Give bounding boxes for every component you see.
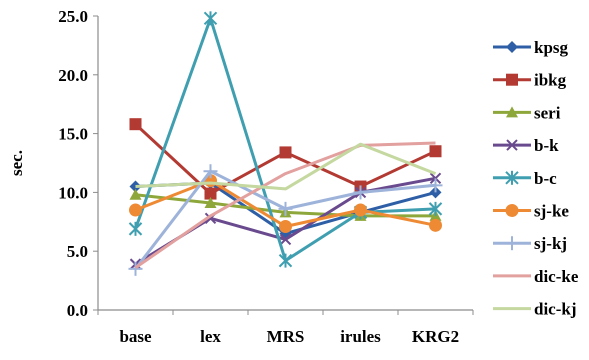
legend-label: sj-kj (534, 234, 567, 253)
data-point-diamond (506, 41, 518, 53)
y-tick-label: 20.0 (58, 66, 88, 85)
legend-label: b-k (534, 136, 559, 155)
legend-label: dic-kj (534, 300, 577, 319)
legend-label: ibkg (534, 71, 567, 90)
data-point-square (279, 146, 292, 159)
data-point-square (204, 187, 217, 200)
data-point-diamond (429, 186, 442, 199)
legend-item-dic-ke: dic-ke (493, 267, 579, 286)
data-point-plus (203, 164, 218, 179)
data-point-triangle (204, 196, 217, 208)
legend-item-kpsg: kpsg (493, 38, 569, 57)
data-point-square (429, 145, 442, 158)
legend: kpsg ibkg seri b-k b-c sj-ke sj-kj dic-ke dic-kj (493, 38, 579, 319)
x-tick-label: KRG2 (412, 327, 459, 346)
legend-item-b-c: b-c (493, 169, 557, 188)
series-line (134, 141, 436, 269)
legend-label: kpsg (534, 38, 569, 57)
legend-item-dic-kj: dic-kj (493, 300, 577, 319)
data-point-circle (279, 220, 292, 234)
legend-label: sj-ke (534, 202, 569, 221)
y-tick-label: 10.0 (58, 183, 88, 202)
legend-item-b-k: b-k (493, 136, 559, 155)
data-point-plus (428, 178, 443, 193)
axes: 0.0 5.0 10.0 15.0 20.0 25.0 base lex MRS irules KR… (58, 7, 474, 346)
data-point-asterisk (128, 221, 143, 236)
data-point-asterisk (203, 11, 218, 26)
data-point-circle (429, 218, 442, 232)
series-layer (128, 11, 443, 276)
data-point-plus (278, 201, 293, 216)
data-point-circle (129, 203, 142, 217)
data-point-asterisk (428, 201, 443, 216)
data-point-plus (128, 261, 143, 276)
data-point-triangle (506, 106, 518, 118)
y-tick-label: 25.0 (58, 7, 88, 26)
data-point-x (279, 233, 292, 246)
data-point-plus (505, 236, 519, 251)
legend-item-sj-ke: sj-ke (493, 202, 569, 221)
x-tick-label: MRS (267, 327, 305, 346)
legend-label: dic-ke (534, 267, 579, 286)
data-point-diamond (129, 180, 142, 193)
data-point-asterisk (278, 253, 293, 268)
series-sj-kj (128, 164, 443, 276)
legend-item-sj-kj: sj-kj (493, 234, 567, 253)
data-point-circle (505, 204, 519, 217)
data-point-asterisk (505, 170, 519, 185)
data-point-circle (354, 203, 367, 217)
y-tick-label: 5.0 (67, 242, 88, 261)
series-dic-kj (135, 142, 437, 191)
data-point-square (129, 118, 142, 131)
x-tick-label: lex (200, 327, 221, 346)
data-point-plus (353, 185, 368, 200)
data-point-x (506, 139, 518, 151)
x-tick-label: base (119, 327, 152, 346)
series-dic-ke (134, 141, 436, 269)
legend-item-ibkg: ibkg (493, 71, 567, 90)
data-point-triangle (129, 188, 142, 200)
y-tick-label: 15.0 (58, 125, 88, 144)
x-tick-label: irules (340, 327, 381, 346)
legend-item-seri: seri (493, 103, 561, 122)
y-axis-label: sec. (7, 150, 26, 176)
data-point-square (506, 73, 518, 86)
series-line (135, 142, 437, 191)
series-sj-ke (129, 174, 442, 234)
legend-label: b-c (534, 169, 557, 188)
data-point-x (429, 172, 442, 184)
y-tick-label: 0.0 (67, 301, 88, 320)
legend-label: seri (534, 103, 561, 122)
